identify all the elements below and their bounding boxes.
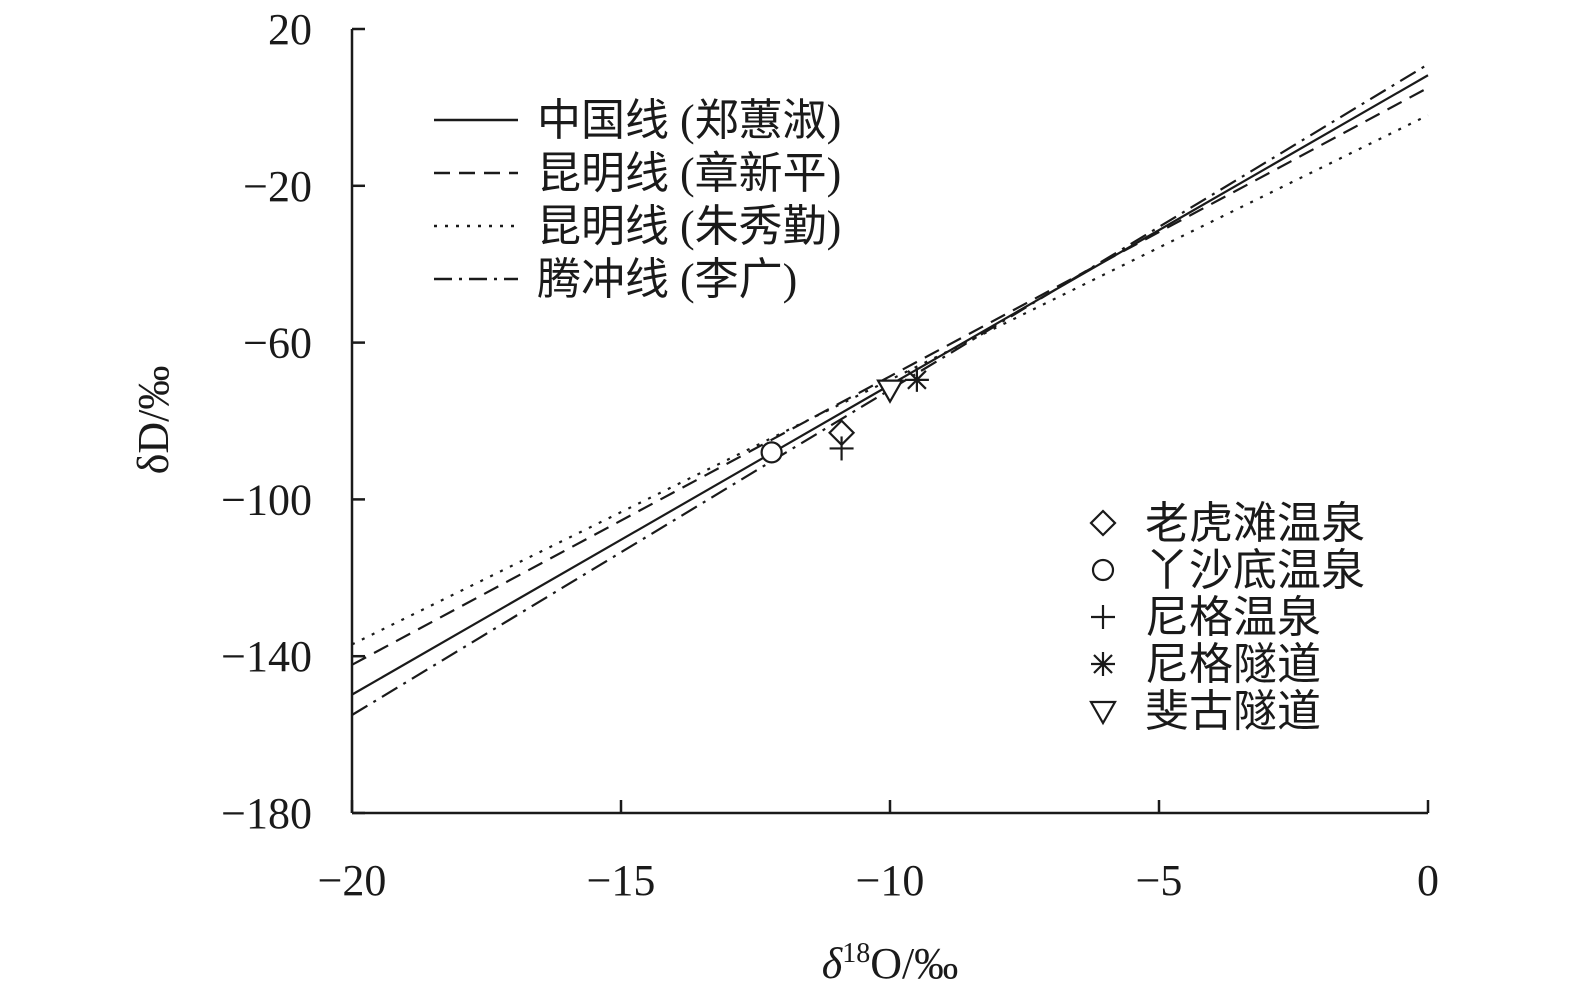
legend-line-label: 中国线 (郑蕙淑) <box>537 96 841 145</box>
legend-lines: 中国线 (郑蕙淑)昆明线 (章新平)昆明线 (朱秀勤)腾冲线 (李广) <box>434 96 841 304</box>
y-tick-label: −180 <box>221 789 312 838</box>
line-dotted <box>351 114 1429 646</box>
legend-marker-asterisk <box>1091 652 1115 676</box>
y-tick-label: −20 <box>243 162 312 211</box>
legend-line-label: 腾冲线 (李广) <box>537 255 797 304</box>
legend-marker-diamond <box>1089 509 1117 537</box>
y-tick-label: −140 <box>221 632 312 681</box>
legend-marker-label: 尼格隧道 <box>1145 640 1321 689</box>
y-tick-label: −60 <box>243 319 312 368</box>
x-axis-title: δ18O/‰ <box>822 938 958 988</box>
point-plus <box>829 436 854 461</box>
x-tick-label: −10 <box>856 856 925 905</box>
legend-marker-plus <box>1091 605 1115 629</box>
y-axis-title: δD/‰ <box>129 366 178 475</box>
axes: −20 −15 −10 −5 0 20 −20 −60 −100 −140 −180 <box>221 5 1439 905</box>
legend-marker-label: 丫沙底温泉 <box>1145 546 1365 595</box>
y-tick-label: 20 <box>268 5 312 54</box>
x-tick-label: 0 <box>1417 856 1439 905</box>
legend-line-label: 昆明线 (章新平) <box>537 149 841 198</box>
legend-marker-circle <box>1091 558 1115 582</box>
legend-marker-label: 老虎滩温泉 <box>1145 499 1365 548</box>
line-dashed <box>351 86 1429 666</box>
y-tick-label: −100 <box>221 475 312 524</box>
point-triangle-down <box>876 379 904 404</box>
legend-marker-label: 斐古隧道 <box>1145 687 1321 736</box>
x-tick-label: −20 <box>318 856 387 905</box>
point-asterisk <box>904 367 929 392</box>
point-circle <box>760 441 783 464</box>
legend-marker-label: 尼格温泉 <box>1145 593 1321 642</box>
legend-line-label: 昆明线 (朱秀勤) <box>537 202 841 251</box>
x-tick-label: −15 <box>587 856 656 905</box>
x-tick-label: −5 <box>1136 856 1183 905</box>
legend-marker-triangle-down <box>1089 700 1117 726</box>
data-points <box>760 367 929 464</box>
